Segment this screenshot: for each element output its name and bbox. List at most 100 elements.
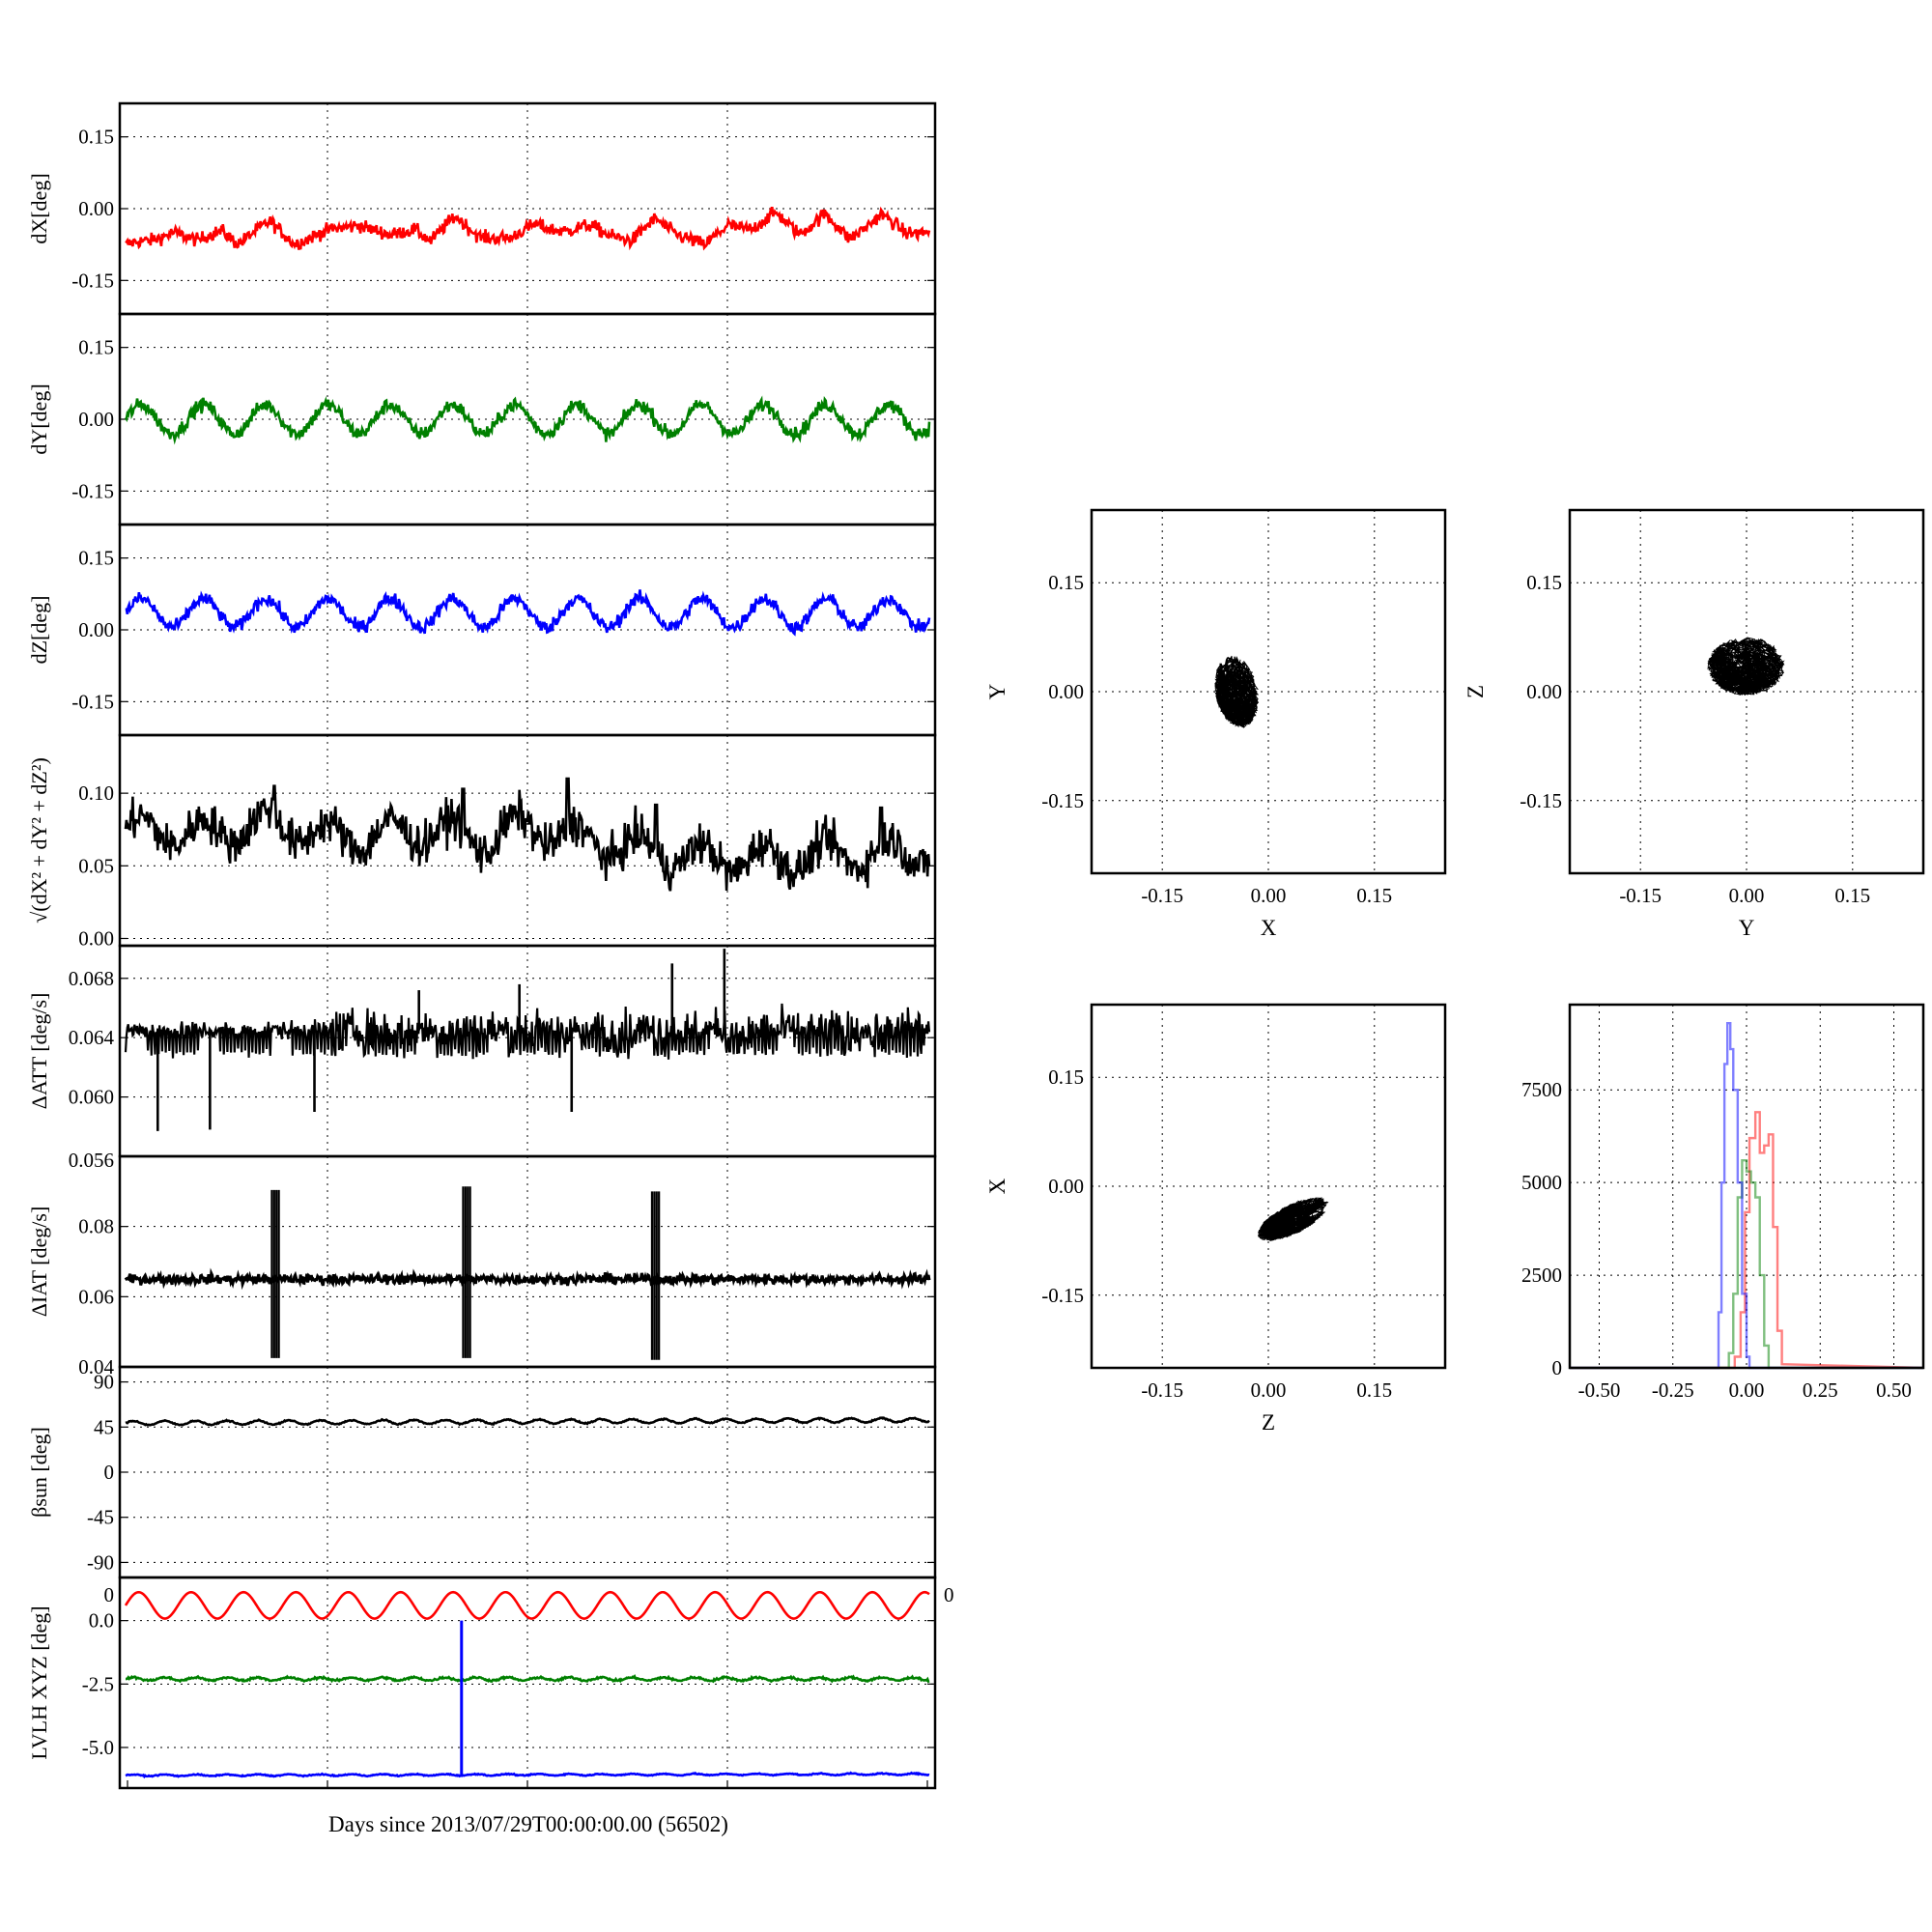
- series-line: [125, 206, 931, 251]
- series-line: [125, 1416, 930, 1427]
- stray-tick-label: 0: [104, 1583, 115, 1606]
- y-tick-label: -45: [87, 1506, 114, 1529]
- y-tick-label: -2.5: [82, 1672, 114, 1695]
- y-tick-label: 0.05: [78, 854, 114, 877]
- y-axis-label: Y: [985, 683, 1009, 699]
- panel-dX: 0.15 0.00 -0.15 dX[deg]: [27, 101, 937, 316]
- y-tick-label: 0: [1552, 1356, 1563, 1379]
- x-tick-label: 0.00: [1729, 1378, 1765, 1402]
- series-line: [124, 777, 931, 892]
- axes-frame: [118, 1576, 937, 1790]
- y-tick-label: 0.00: [1048, 1175, 1084, 1198]
- series-line: [124, 1590, 930, 1620]
- panel-dZ: 0.15 0.00 -0.15 dZ[deg]: [27, 523, 937, 737]
- y-tick-label: 0.06: [78, 1285, 114, 1308]
- x-tick-label: 0.15: [1356, 884, 1392, 907]
- y-tick-label: 0.08: [78, 1215, 114, 1238]
- panel-dY: 0.15 0.00 -0.15 dY[deg]: [27, 312, 937, 526]
- histogram-step: [1570, 1111, 1924, 1370]
- y-axis-label: ΔIAT [deg/s]: [27, 1207, 51, 1318]
- y-tick-label: 0.10: [78, 781, 114, 805]
- stray-tick-label: 0.056: [69, 1149, 114, 1172]
- scatter-panel-yz: -0.15 -0.15 0.00 0.00 0.15 0.15 Y Z: [1463, 508, 1925, 940]
- x-tick-label: -0.25: [1652, 1378, 1694, 1402]
- axes-frame: [118, 1154, 937, 1369]
- y-tick-label: 0.15: [78, 336, 114, 359]
- y-tick-label: -5.0: [82, 1736, 114, 1759]
- y-axis-label: dY[deg]: [27, 384, 51, 454]
- panel-diat: 0.08 0.06 0.04 ΔIAT [deg/s]: [27, 1154, 937, 1378]
- y-tick-label: -0.15: [71, 269, 114, 292]
- time-series-stack: 0.150.00-0.15dX[deg]0.150.00-0.15dY[deg]…: [27, 101, 937, 1790]
- y-axis-label: √(dX² + dY² + dZ²): [27, 757, 51, 923]
- panel-beta: 90 45 0 -45 -90 βsun [deg]: [27, 1365, 937, 1579]
- scatter-panel-zx: -0.15 -0.15 0.00 0.00 0.15 0.15 Z X: [985, 1003, 1447, 1435]
- y-tick-label: 0.15: [1048, 1065, 1084, 1089]
- y-tick-label: 0.068: [69, 967, 114, 990]
- y-axis-label: βsun [deg]: [27, 1427, 51, 1518]
- x-tick-label: 0.25: [1803, 1378, 1838, 1402]
- histogram-panel: -0.50 -0.25 0.00 0.25 0.50 7500 5000 2500 0: [1521, 1003, 1925, 1402]
- x-tick-label: -0.15: [1619, 884, 1662, 907]
- y-tick-label: 7500: [1521, 1078, 1562, 1101]
- y-tick-label: 0.04: [78, 1355, 114, 1378]
- y-tick-label: 0.00: [78, 408, 114, 431]
- panel-datt: 0.068 0.064 0.060 ΔATT [deg/s]: [27, 944, 937, 1158]
- x-tick-label: 0.15: [1356, 1378, 1392, 1402]
- axes-frame: [1090, 508, 1447, 875]
- y-tick-label: 0.0: [89, 1609, 114, 1633]
- y-axis-label: ΔATT [deg/s]: [27, 993, 51, 1110]
- axes-frame: [1090, 1003, 1447, 1370]
- y-tick-label: 0.00: [78, 197, 114, 220]
- scatter-and-histogram-panels: -0.15 -0.15 0.00 0.00 0.15 0.15 X Y -0.15 -0.15 0.…: [985, 508, 1925, 1435]
- series-line: [124, 1003, 931, 1060]
- y-tick-label: 0.064: [69, 1026, 115, 1049]
- x-tick-label: 0.50: [1876, 1378, 1912, 1402]
- y-axis-label: Z: [1463, 685, 1488, 698]
- histogram-step: [1570, 1021, 1923, 1370]
- x-tick-label: 0.00: [1729, 884, 1765, 907]
- y-tick-label: 90: [94, 1371, 114, 1394]
- series-line: [124, 1267, 931, 1291]
- x-axis-label: Y: [1739, 916, 1755, 940]
- histogram-step: [1570, 1158, 1923, 1370]
- y-tick-label: -0.15: [71, 479, 114, 502]
- y-axis-label: LVLH XYZ [deg]: [27, 1605, 51, 1759]
- y-tick-label: 0.00: [78, 926, 114, 950]
- y-axis-label: dX[deg]: [27, 173, 51, 243]
- y-tick-label: 0.00: [1048, 680, 1084, 703]
- x-axis-label: Z: [1262, 1410, 1275, 1435]
- y-tick-label: 0.060: [69, 1086, 114, 1109]
- y-tick-label: -0.15: [1520, 789, 1562, 812]
- y-tick-label: -0.15: [1041, 789, 1084, 812]
- x-tick-label: -0.50: [1578, 1378, 1621, 1402]
- x-tick-label: 0.15: [1834, 884, 1870, 907]
- y-axis-label: dZ[deg]: [27, 596, 51, 665]
- y-tick-label: 0.15: [1048, 571, 1084, 594]
- y-tick-label: 0.15: [78, 547, 114, 570]
- y-tick-label: 0.15: [1526, 571, 1562, 594]
- panel-mag: 0.10 0.05 0.00 √(dX² + dY² + dZ²): [27, 733, 937, 950]
- x-tick-label: -0.15: [1141, 1378, 1183, 1402]
- axes-frame: [1568, 1003, 1925, 1370]
- y-tick-label: -0.15: [1041, 1284, 1084, 1307]
- y-axis-label: X: [985, 1178, 1009, 1194]
- y-tick-label: 0: [104, 1461, 115, 1484]
- scatter-panel-xy: -0.15 -0.15 0.00 0.00 0.15 0.15 X Y: [985, 508, 1447, 940]
- series-line: [125, 1674, 930, 1684]
- scatter-trace: [1707, 637, 1785, 696]
- series-line: [125, 1771, 930, 1779]
- x-axis-label: X: [1261, 916, 1277, 940]
- scatter-trace: [1214, 655, 1260, 728]
- y-tick-label: 0.15: [78, 126, 114, 149]
- y-tick-label: -90: [87, 1550, 114, 1574]
- axes-frame: [1568, 508, 1925, 875]
- x-tick-label: -0.15: [1141, 884, 1183, 907]
- y-tick-label: 0.00: [78, 618, 114, 641]
- panel-lvlh: 0.0 -2.5 -5.0 LVLH XYZ [deg]: [27, 1576, 937, 1790]
- y-tick-label: 5000: [1521, 1171, 1562, 1194]
- stray-tick-label: 0: [944, 1583, 954, 1606]
- x-tick-label: 0.00: [1251, 884, 1287, 907]
- series-line: [125, 589, 931, 637]
